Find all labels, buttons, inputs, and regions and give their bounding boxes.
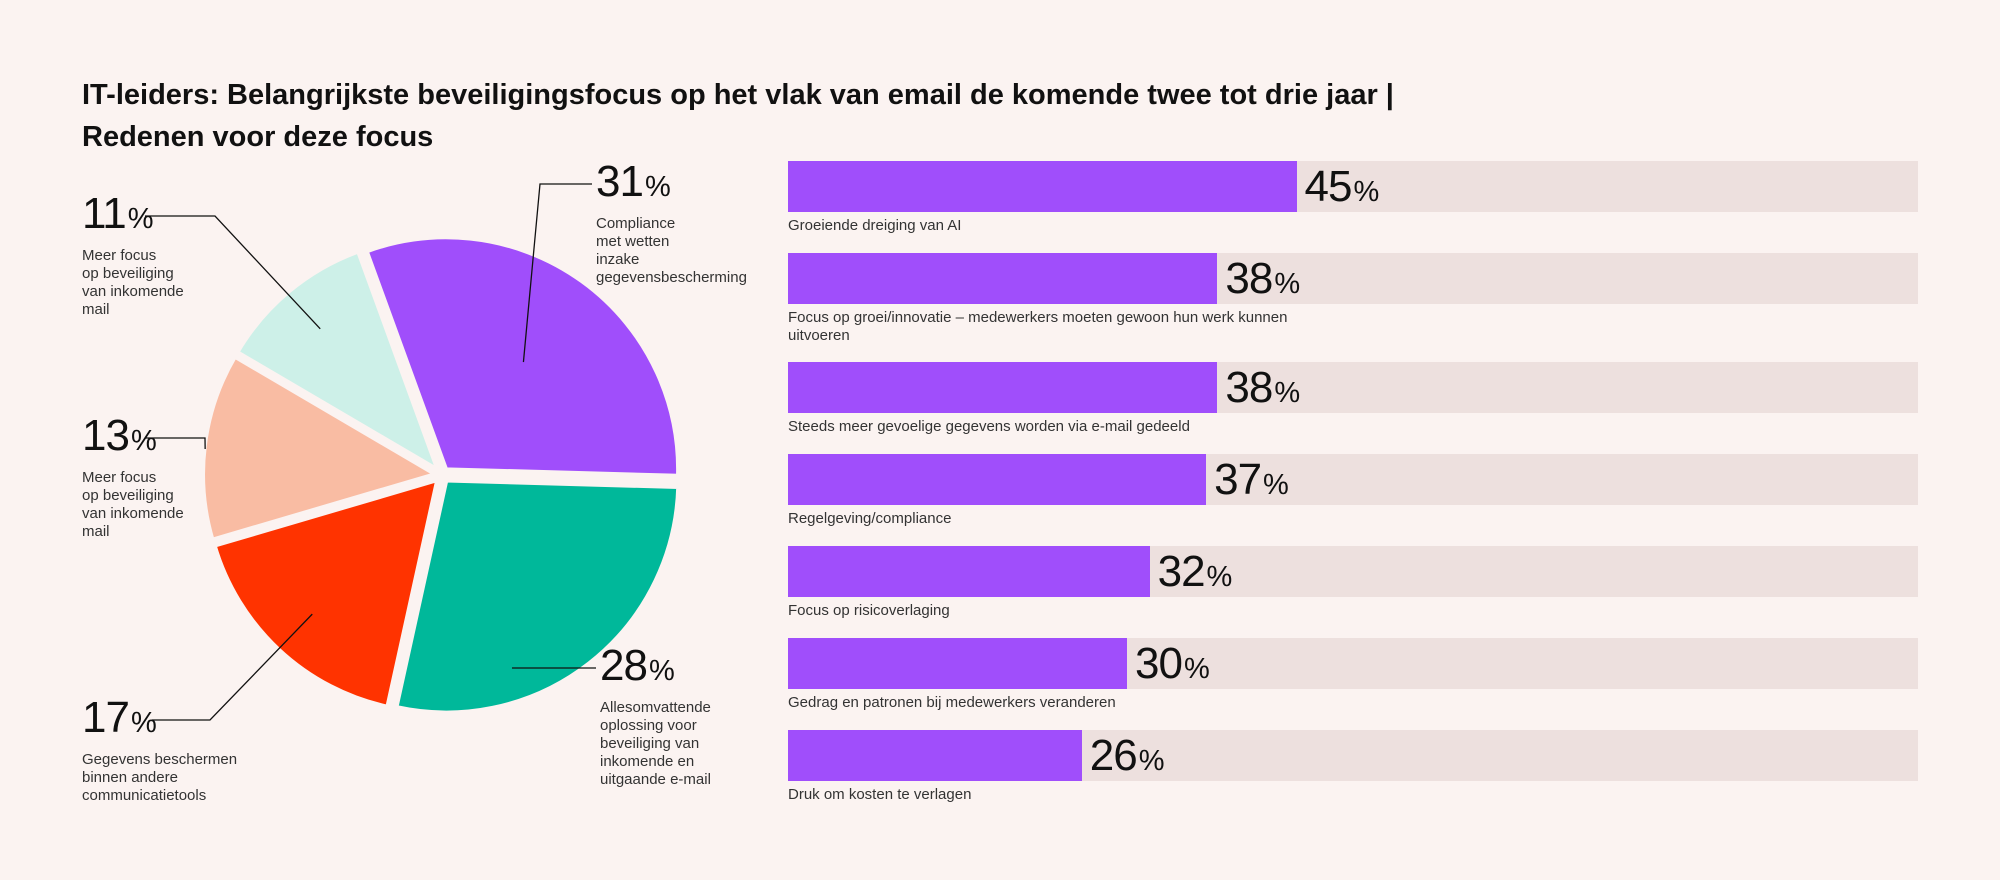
pie-leader-line xyxy=(145,437,206,449)
bar xyxy=(788,161,1297,212)
bar-value-label: 38% xyxy=(1225,363,1300,417)
bar-value-number: 38 xyxy=(1225,254,1273,303)
percent-sign: % xyxy=(644,171,671,203)
pie-slice-value: 13% xyxy=(82,414,184,463)
chart-title-line-1: IT-leiders: Belangrijkste beveiligingsfo… xyxy=(82,79,1394,111)
percent-sign: % xyxy=(1274,377,1300,409)
bar-value-label: 26% xyxy=(1089,731,1165,785)
chart-title: IT-leiders: Belangrijkste beveiligingsfo… xyxy=(82,74,1582,158)
bar-category-label: Gedrag en patronen bij medewerkers veran… xyxy=(788,694,1116,711)
bar-value-label: 37% xyxy=(1214,455,1289,509)
pie-slice-value-number: 17 xyxy=(82,693,130,742)
pie-slice-description: Allesomvattende oplossing voor beveiligi… xyxy=(600,699,711,788)
bar xyxy=(788,362,1218,413)
bar-category-label: Druk om kosten te verlagen xyxy=(788,786,972,803)
pie-slice-label: 13% Meer focus op beveiliging van inkomen… xyxy=(82,414,184,541)
bar-value-label: 30% xyxy=(1135,639,1210,693)
percent-sign: % xyxy=(1263,469,1289,501)
percent-sign: % xyxy=(1138,745,1165,777)
bar-value-label: 45% xyxy=(1304,162,1380,216)
bar-value-number: 30 xyxy=(1135,639,1183,688)
chart-title-line-2: Redenen voor deze focus xyxy=(82,121,434,153)
pie-slice-value-number: 11 xyxy=(82,189,127,238)
pie-slice-value-number: 28 xyxy=(600,641,648,690)
percent-sign: % xyxy=(1274,268,1300,300)
bar-value-number: 26 xyxy=(1089,731,1138,780)
percent-sign: % xyxy=(1206,561,1233,593)
pie-slice xyxy=(364,235,681,478)
percent-sign: % xyxy=(648,655,675,687)
pie-slice-description: Meer focus op beveiliging van inkomende … xyxy=(82,469,184,540)
pie-slice xyxy=(394,478,681,715)
pie-slice-description: Compliance met wetten inzake gegevensbes… xyxy=(596,215,747,286)
bar xyxy=(788,253,1218,304)
pie-slice-value-number: 31 xyxy=(596,157,644,206)
pie-slice-value: 31% xyxy=(596,160,747,209)
pie-slice-value-number: 13 xyxy=(82,411,130,460)
pie-leader-line xyxy=(145,215,321,330)
percent-sign: % xyxy=(127,203,154,235)
pie-slice-description: Meer focus op beveiliging van inkomende … xyxy=(82,247,184,318)
bar xyxy=(788,638,1127,689)
bar-category-label: Steeds meer gevoelige gegevens worden vi… xyxy=(788,418,1190,435)
pie-slice-label: 28% Allesomvattende oplossing voor beveil… xyxy=(600,644,711,789)
percent-sign: % xyxy=(130,425,157,457)
bar-value-number: 45 xyxy=(1304,162,1353,211)
pie-slice-label: 11% Meer focus op beveiliging van inkomen… xyxy=(82,192,184,319)
pie-slice xyxy=(234,249,442,475)
bar-category-label: Groeiende dreiging van AI xyxy=(788,217,962,234)
bar-value-number: 37 xyxy=(1214,455,1262,504)
bar-value-label: 38% xyxy=(1225,254,1300,308)
pie-chart xyxy=(145,183,681,721)
bar-category-label: Focus op groei/innovatie – medewerkers m… xyxy=(788,309,1288,344)
bar-category-label: Regelgeving/compliance xyxy=(788,510,952,527)
percent-sign: % xyxy=(1183,653,1210,685)
pie-slice-value: 17% xyxy=(82,696,237,745)
percent-sign: % xyxy=(130,707,157,739)
bar-value-number: 38 xyxy=(1225,363,1273,412)
pie-slice xyxy=(212,477,440,710)
bar xyxy=(788,454,1207,505)
percent-sign: % xyxy=(1353,176,1379,208)
bar xyxy=(788,730,1082,781)
pie-slice-label: 31% Compliance met wetten inzake gegevens… xyxy=(596,160,747,287)
bar xyxy=(788,546,1150,597)
pie-slice-value: 28% xyxy=(600,644,711,693)
pie-leader-line xyxy=(152,613,313,721)
pie-slice-value: 11% xyxy=(82,192,184,241)
bar-value-number: 32 xyxy=(1157,547,1206,596)
pie-leader-line xyxy=(522,183,592,363)
pie-slice-description: Gegevens beschermen binnen andere commun… xyxy=(82,751,238,804)
bar-category-label: Focus op risicoverlaging xyxy=(788,602,950,619)
bar-value-label: 32% xyxy=(1157,547,1233,601)
pie-slice-label: 17% Gegevens beschermen binnen andere com… xyxy=(82,696,237,805)
